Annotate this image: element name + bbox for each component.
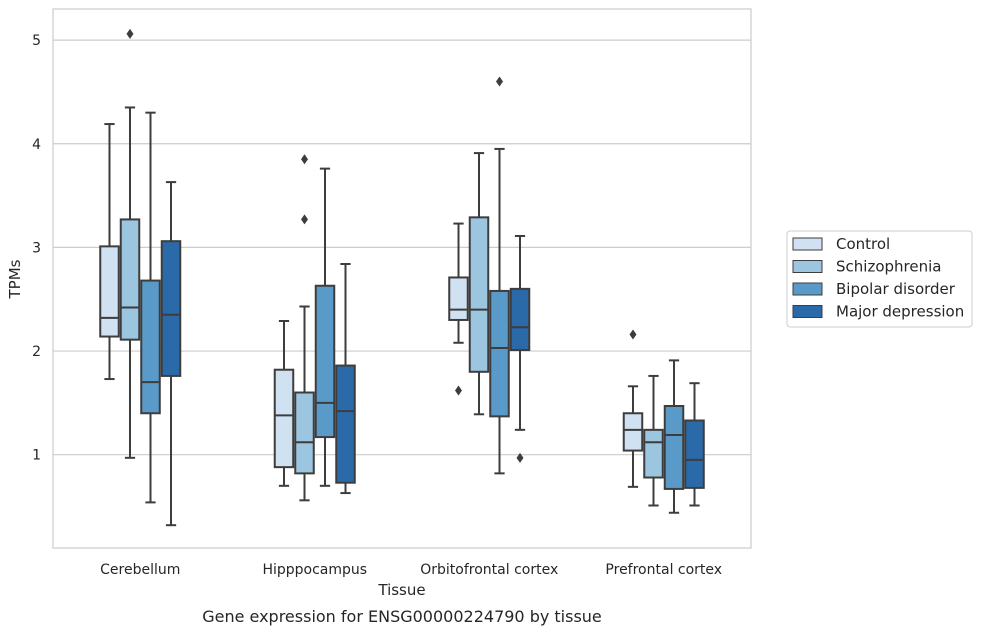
plot-area-frame — [52, 8, 752, 549]
box-iqr — [468, 216, 490, 373]
legend-label: Bipolar disorder — [836, 280, 956, 298]
box-iqr — [489, 289, 510, 418]
outlier-point — [496, 76, 504, 87]
legend-label: Major depression — [836, 303, 964, 321]
outlier-point — [300, 214, 308, 225]
chart-title: Gene expression for ENSG00000224790 by t… — [202, 607, 602, 626]
box-iqr — [273, 368, 295, 469]
box-iqr — [643, 428, 664, 479]
box-iqr — [99, 245, 120, 338]
x-tick-label: Prefrontal cortex — [605, 562, 722, 578]
y-tick-label: 4 — [32, 137, 41, 153]
box-schizophrenia — [294, 154, 315, 502]
box-bipolar-disorder — [663, 359, 685, 514]
box-major-depression — [509, 235, 531, 463]
box-iqr — [119, 218, 141, 341]
x-tick-label: Cerebellum — [100, 562, 180, 578]
y-tick-label: 1 — [32, 448, 41, 464]
box-iqr — [140, 279, 161, 415]
outlier-point — [516, 452, 524, 463]
legend-swatch — [792, 237, 823, 251]
legend-swatch — [792, 282, 823, 296]
y-tick-label: 3 — [32, 240, 41, 256]
legend-swatch — [792, 260, 823, 273]
box-iqr — [684, 419, 705, 489]
box-groups — [99, 28, 705, 527]
outlier-point — [300, 154, 308, 165]
legend-frame — [786, 230, 973, 328]
y-axis-label: TPMs — [6, 259, 24, 299]
x-tick-label: Hipppocampus — [262, 562, 367, 578]
box-iqr — [160, 240, 182, 377]
y-tick-label: 2 — [32, 344, 41, 360]
box-control — [99, 123, 120, 381]
box-iqr — [663, 404, 685, 490]
legend-swatch — [792, 305, 823, 318]
y-tick-label: 5 — [32, 33, 41, 49]
x-tick-label: Orbitofrontal cortex — [420, 562, 558, 578]
box-bipolar-disorder — [314, 167, 336, 487]
box-iqr — [509, 287, 531, 352]
box-control — [273, 319, 295, 487]
outlier-point — [454, 385, 462, 396]
box-control — [622, 329, 644, 488]
box-major-depression — [335, 262, 356, 495]
box-iqr — [622, 412, 644, 452]
box-iqr — [314, 284, 336, 439]
box-control — [448, 222, 469, 396]
box-major-depression — [160, 181, 182, 527]
x-tick-labels: Cerebellum Hipppocampus Orbitofrontal cort… — [100, 562, 722, 578]
legend-label: Schizophrenia — [836, 258, 941, 276]
box-iqr — [448, 276, 469, 321]
box-iqr — [335, 364, 356, 484]
box-bipolar-disorder — [489, 76, 510, 475]
y-tick-labels: 1 2 3 4 5 — [32, 33, 41, 464]
legend-label: Control — [836, 235, 890, 253]
outlier-point — [629, 329, 637, 340]
outlier-point — [126, 28, 134, 39]
box-schizophrenia — [643, 374, 664, 507]
box-schizophrenia — [119, 28, 141, 459]
box-schizophrenia — [468, 152, 490, 416]
legend: Control Schizophrenia Bipolar disorder Majo… — [786, 230, 973, 328]
box-iqr — [294, 391, 315, 475]
box-bipolar-disorder — [140, 111, 161, 504]
x-axis-label: Tissue — [377, 581, 425, 599]
box-major-depression — [684, 382, 705, 507]
